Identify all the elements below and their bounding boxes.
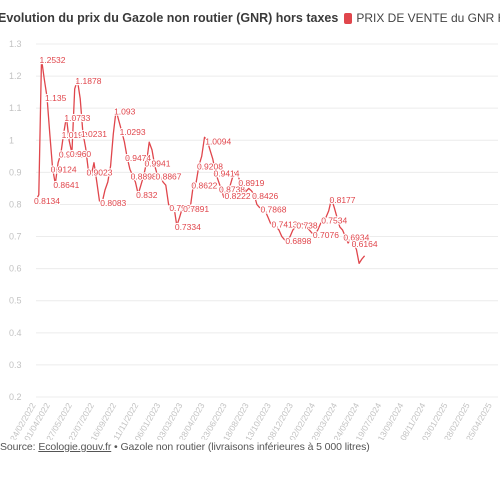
data-label: 0.8919 [238, 178, 264, 188]
data-label: 0.960 [70, 149, 92, 159]
y-tick-label: 0.3 [9, 360, 22, 370]
data-label: 1.0733 [64, 113, 90, 123]
data-label: 0.9474 [125, 153, 151, 163]
y-tick-label: 0.7 [9, 232, 22, 242]
data-label: 0.8622 [191, 180, 217, 190]
data-label: 0.832 [136, 190, 158, 200]
data-label: 0.8083 [100, 198, 126, 208]
data-label: 0.8177 [330, 195, 356, 205]
data-label: 1.0293 [120, 127, 146, 137]
data-label: 0.9941 [144, 159, 170, 169]
data-label: 0.8641 [53, 180, 79, 190]
line-chart: 1.31.21.110.90.80.70.60.50.40.30.224/02/… [8, 39, 498, 440]
legend-swatch [344, 12, 353, 24]
y-tick-label: 0.8 [9, 199, 22, 209]
y-tick-label: 1.1 [9, 103, 22, 113]
data-label: 0.6934 [343, 233, 369, 243]
y-tick-label: 0.5 [9, 296, 22, 306]
series-line [35, 58, 366, 265]
source-link[interactable]: Ecologie.gouv.fr [38, 441, 112, 453]
data-label: 0.8867 [156, 172, 182, 182]
chart-footer: Source: Ecologie.gouv.fr • Gazole non ro… [0, 441, 500, 459]
data-label: 0.738 [296, 220, 318, 230]
y-tick-label: 0.4 [9, 328, 22, 338]
data-label: 1.0199 [62, 130, 88, 140]
data-label: 0.8426 [252, 191, 278, 201]
y-tick-label: 0.2 [9, 392, 22, 402]
data-label: 0.9124 [51, 164, 77, 174]
data-label: 1.2532 [40, 55, 66, 65]
y-tick-label: 0.6 [9, 264, 22, 274]
y-tick-label: 1.2 [9, 71, 22, 81]
data-label: 0.6898 [285, 236, 311, 246]
data-label: 1.1878 [75, 76, 101, 86]
data-label: 0.7076 [313, 230, 339, 240]
data-label: 0.9208 [197, 162, 223, 172]
source-description: • Gazole non routier (livraisons inférie… [111, 441, 370, 453]
data-label: 0.7334 [175, 222, 201, 232]
data-label: 0.8738 [219, 184, 245, 194]
data-label: 0.9023 [86, 168, 112, 178]
y-tick-label: 0.9 [9, 167, 22, 177]
data-label: 1.0094 [205, 136, 231, 146]
data-label: 1.093 [114, 106, 136, 116]
data-label: 1.0231 [81, 129, 107, 139]
legend: PRIX DE VENTE du GNR HT [344, 11, 500, 25]
chart-title: Evolution du prix du Gazole non routier … [0, 11, 339, 25]
data-label: 0.8134 [34, 196, 60, 206]
data-label: 0.7413 [272, 219, 298, 229]
y-tick-label: 1 [9, 135, 14, 145]
legend-label: PRIX DE VENTE du GNR HT [356, 11, 500, 25]
data-label: 1.135 [45, 93, 67, 103]
data-label: 0.7928 [169, 203, 195, 213]
data-label: 0.7891 [183, 204, 209, 214]
data-label: 0.8222 [225, 191, 251, 201]
data-label: 0.7534 [321, 215, 347, 225]
data-label: 0.9592 [59, 149, 85, 159]
data-label: 0.8898 [131, 172, 157, 182]
chart-header: Evolution du prix du Gazole non routier … [0, 0, 500, 36]
source-prefix: Source: [0, 441, 39, 453]
y-tick-label: 1.3 [9, 39, 22, 49]
data-label: 0.9414 [214, 168, 240, 178]
data-label: 0.6164 [352, 239, 378, 249]
bottom-bar [0, 462, 500, 500]
data-label: 0.7868 [260, 205, 286, 215]
